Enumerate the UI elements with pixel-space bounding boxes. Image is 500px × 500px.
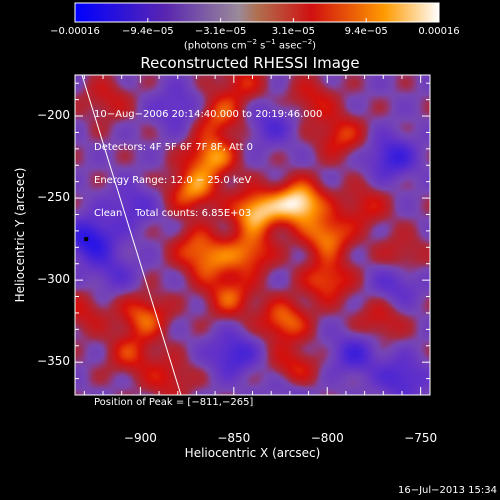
y-tick-label: −250 <box>37 190 70 205</box>
chart-title: Reconstructed RHESSI Image <box>140 54 360 72</box>
colorbar <box>74 2 440 23</box>
heatmap-image <box>75 75 430 395</box>
colorbar-tick-label: −0.00016 <box>50 26 100 37</box>
y-tick-label: −300 <box>37 272 70 287</box>
colorbar-tick-label: −9.4e−05 <box>122 26 174 37</box>
y-tick-label: −350 <box>37 354 70 369</box>
limb-line <box>81 75 182 395</box>
x-tick-label: −850 <box>217 431 251 445</box>
x-tick-label: −900 <box>123 431 157 445</box>
annotation-line-detectors: Detectors: 4F 5F 6F 7F 8F, Att 0 <box>94 142 254 153</box>
x-axis-label: Heliocentric X (arcsec) <box>184 446 321 460</box>
colorbar-tick-label: 9.4e−05 <box>344 26 388 37</box>
y-axis-label: Heliocentric Y (arcsec) <box>13 167 27 303</box>
colorbar-tick-label: −3.1e−05 <box>194 26 247 37</box>
colorbar-tick-label: 3.1e−05 <box>271 26 315 37</box>
colorbar-tick-label: 0.00016 <box>418 26 460 37</box>
colorbar-unit-label: (photons cm−2 s−1 asec−2) <box>183 38 317 52</box>
annotation-line-energy: Energy Range: 12.0 − 25.0 keV <box>94 175 252 186</box>
annotation-line-date: 10−Aug−2006 20:14:40.000 to 20:19:46.000 <box>94 109 323 120</box>
peak-marker <box>84 237 89 242</box>
footer-timestamp: 16−Jul−2013 15:34 <box>398 485 497 496</box>
annotation-line-counts: Clean Total counts: 6.85E+03 <box>94 208 252 219</box>
x-tick-label: −750 <box>404 431 438 445</box>
peak-position-label: Position of Peak = [−811,−265] <box>94 397 254 408</box>
colorbar-tick-marks <box>74 18 440 22</box>
axis-tick-marks <box>75 75 430 396</box>
y-tick-label: −200 <box>37 108 70 123</box>
x-tick-label: −800 <box>310 431 344 445</box>
observation-info: 10−Aug−2006 20:14:40.000 to 20:19:46.000… <box>94 87 322 230</box>
